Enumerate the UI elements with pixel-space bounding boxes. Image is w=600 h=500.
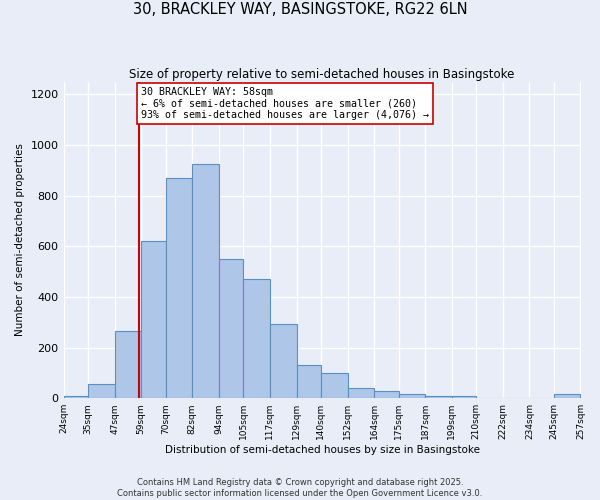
- Bar: [270, 324, 296, 398]
- Text: 30 BRACKLEY WAY: 58sqm
← 6% of semi-detached houses are smaller (260)
93% of sem: 30 BRACKLEY WAY: 58sqm ← 6% of semi-deta…: [141, 86, 429, 120]
- Title: Size of property relative to semi-detached houses in Basingstoke: Size of property relative to semi-detach…: [130, 68, 515, 80]
- Text: 30, BRACKLEY WAY, BASINGSTOKE, RG22 6LN: 30, BRACKLEY WAY, BASINGSTOKE, RG22 6LN: [133, 2, 467, 18]
- Bar: [219, 259, 243, 398]
- Bar: [296, 366, 321, 398]
- Bar: [452, 396, 476, 398]
- Bar: [192, 164, 219, 398]
- Bar: [243, 279, 270, 398]
- Y-axis label: Number of semi-detached properties: Number of semi-detached properties: [15, 144, 25, 336]
- Bar: [425, 396, 452, 398]
- X-axis label: Distribution of semi-detached houses by size in Basingstoke: Distribution of semi-detached houses by …: [164, 445, 479, 455]
- Bar: [554, 394, 580, 398]
- Bar: [115, 331, 141, 398]
- Bar: [347, 388, 374, 398]
- Text: Contains HM Land Registry data © Crown copyright and database right 2025.
Contai: Contains HM Land Registry data © Crown c…: [118, 478, 482, 498]
- Bar: [166, 178, 192, 398]
- Bar: [321, 373, 347, 398]
- Bar: [374, 390, 398, 398]
- Bar: [398, 394, 425, 398]
- Bar: [88, 384, 115, 398]
- Bar: [64, 396, 88, 398]
- Bar: [141, 241, 166, 398]
